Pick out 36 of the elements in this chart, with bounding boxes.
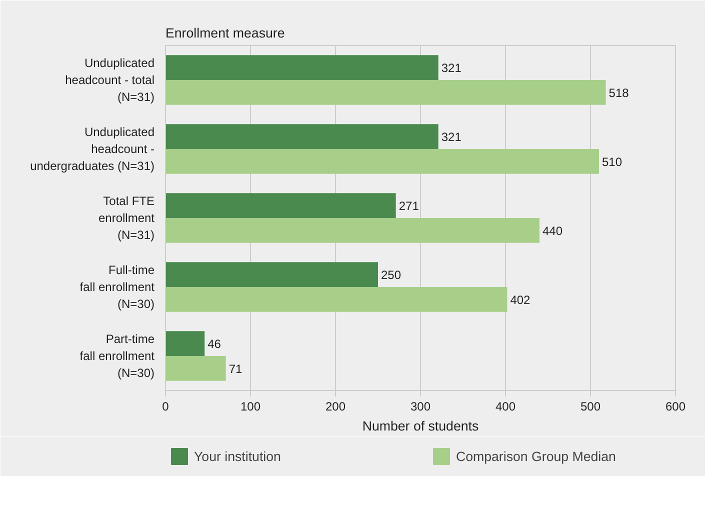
bar — [166, 356, 226, 381]
y-tick-label: Unduplicated headcount - total (N=31) — [65, 56, 155, 104]
y-tick-label: Full-time fall enrollment (N=30) — [80, 263, 156, 311]
data-label: 440 — [542, 224, 563, 238]
bar — [166, 218, 540, 243]
y-axis-title: Enrollment measure — [166, 26, 285, 40]
y-tick-label: Total FTE enrollment (N=31) — [98, 194, 156, 242]
x-tick-label: 300 — [410, 400, 431, 414]
data-label: 250 — [381, 268, 402, 282]
bar — [166, 80, 606, 105]
y-tick-label: Part-time fall enrollment (N=30) — [80, 332, 156, 380]
data-label: 402 — [510, 292, 531, 307]
data-label: 321 — [441, 61, 462, 76]
bar — [166, 193, 396, 218]
x-tick-label: 0 — [162, 400, 170, 414]
bar — [166, 55, 438, 80]
data-label: 271 — [398, 199, 420, 214]
x-tick-label: 500 — [580, 400, 601, 414]
data-label: 46 — [208, 337, 222, 352]
x-tick-label: 200 — [325, 400, 346, 414]
bar — [166, 262, 378, 287]
data-label: 518 — [608, 86, 630, 100]
legend-label: Your institution — [194, 448, 281, 464]
bar — [166, 124, 438, 149]
bar — [166, 149, 599, 174]
x-tick-label: 100 — [240, 400, 261, 414]
x-tick-label: 600 — [665, 400, 686, 414]
legend-label: Comparison Group Median — [456, 448, 616, 464]
data-label: 321 — [441, 130, 462, 144]
bar — [166, 331, 205, 356]
x-tick-label: 400 — [495, 400, 516, 414]
data-label: 71 — [228, 362, 243, 376]
y-tick-label: Unduplicated headcount - undergraduates (N=31) — [30, 125, 155, 173]
bar — [166, 287, 508, 312]
x-axis-title: Number of students — [362, 418, 479, 434]
data-label: 510 — [602, 154, 622, 169]
